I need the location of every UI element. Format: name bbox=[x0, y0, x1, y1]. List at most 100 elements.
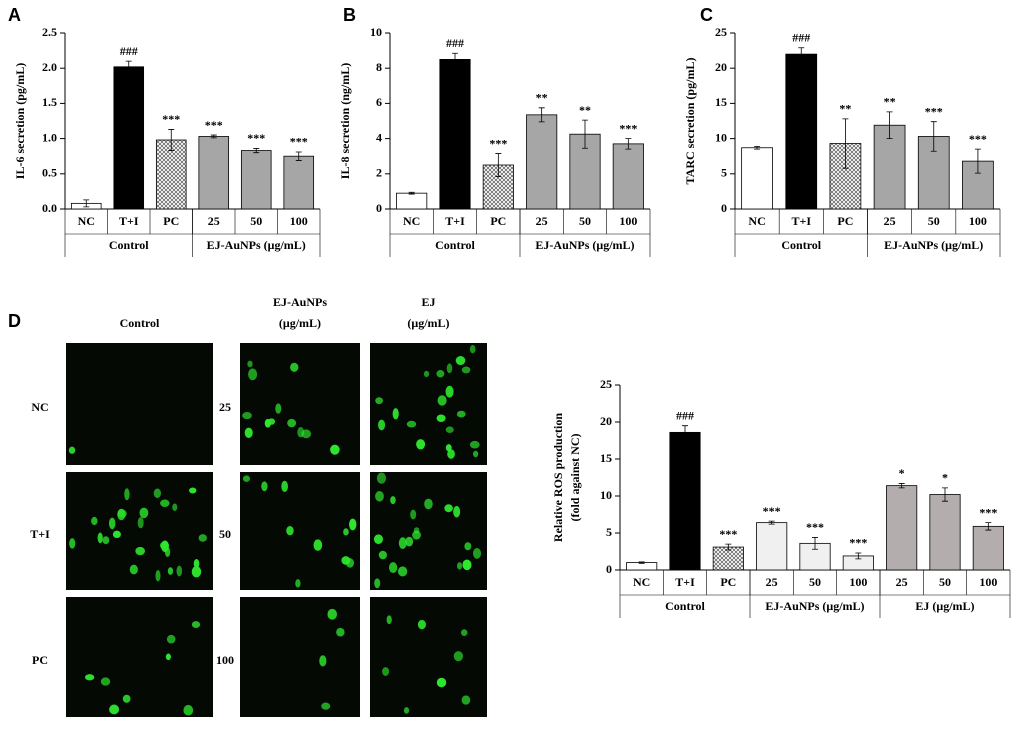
y-axis-label: Relative ROS production bbox=[551, 413, 565, 542]
cell bbox=[153, 488, 162, 499]
x-tick-label: 100 bbox=[979, 575, 997, 589]
x-tick-label: NC bbox=[633, 575, 650, 589]
fluorescence-image bbox=[370, 472, 487, 590]
cell bbox=[412, 530, 421, 540]
x-tick-label: 50 bbox=[250, 214, 262, 228]
error-bar bbox=[842, 118, 849, 169]
cell bbox=[97, 532, 103, 544]
bar bbox=[873, 124, 906, 210]
error-bar bbox=[812, 537, 818, 550]
cell bbox=[388, 562, 398, 574]
cell bbox=[100, 677, 111, 686]
column-header: (μg/mL) bbox=[407, 316, 449, 330]
x-tick-label: T+I bbox=[445, 214, 465, 228]
group-label: EJ (μg/mL) bbox=[915, 599, 974, 613]
error-bar bbox=[625, 138, 632, 150]
fluorescence-image bbox=[66, 597, 213, 717]
bar bbox=[396, 192, 428, 210]
y-axis-label: (fold against NC) bbox=[568, 433, 582, 521]
y-tick-label: 5 bbox=[721, 166, 727, 180]
significance-label: *** bbox=[763, 504, 781, 518]
significance-label: *** bbox=[205, 118, 223, 132]
cell bbox=[102, 536, 110, 545]
cell bbox=[290, 362, 299, 372]
y-axis-label: IL-6 secretion (pg/mL) bbox=[13, 63, 27, 179]
cell bbox=[375, 491, 384, 502]
significance-label: *** bbox=[619, 121, 637, 135]
cell bbox=[330, 444, 340, 455]
bar bbox=[756, 522, 788, 571]
significance-label: *** bbox=[247, 131, 265, 145]
panel-label: C bbox=[700, 5, 713, 25]
cell bbox=[469, 440, 480, 449]
cell bbox=[453, 651, 464, 662]
error-bar bbox=[168, 129, 175, 151]
cell bbox=[287, 418, 297, 428]
error-bar bbox=[725, 543, 732, 551]
cell bbox=[463, 559, 470, 569]
cell bbox=[343, 528, 349, 536]
bar bbox=[569, 133, 601, 210]
cell bbox=[91, 516, 98, 526]
x-tick-label: PC bbox=[490, 214, 506, 228]
x-tick-label: PC bbox=[163, 214, 179, 228]
group-label: Control bbox=[781, 238, 821, 252]
cell bbox=[374, 578, 381, 589]
y-axis-label: IL-8 secretion (ng/mL) bbox=[338, 63, 352, 179]
cell bbox=[392, 408, 399, 420]
cell bbox=[172, 503, 178, 511]
row-label: NC bbox=[31, 400, 48, 414]
cell bbox=[319, 655, 327, 667]
cell bbox=[336, 627, 345, 637]
significance-label: *** bbox=[849, 536, 867, 550]
y-tick-label: 0 bbox=[606, 562, 612, 576]
x-tick-label: 50 bbox=[939, 575, 951, 589]
cell bbox=[264, 418, 271, 428]
cell bbox=[424, 498, 433, 510]
column-header: EJ bbox=[421, 295, 435, 309]
x-tick-label: 50 bbox=[928, 214, 940, 228]
significance-label: * bbox=[942, 471, 948, 485]
x-tick-label: 25 bbox=[536, 214, 548, 228]
cell bbox=[375, 397, 384, 405]
cell bbox=[191, 621, 201, 628]
y-tick-label: 8 bbox=[376, 60, 382, 74]
significance-label: *** bbox=[719, 527, 737, 541]
row-label: 100 bbox=[216, 653, 234, 667]
group-label: EJ-AuNPs (μg/mL) bbox=[207, 238, 306, 252]
x-tick-label: T+I bbox=[791, 214, 811, 228]
significance-label: ### bbox=[792, 31, 810, 45]
x-tick-label: 100 bbox=[849, 575, 867, 589]
significance-label: ### bbox=[120, 44, 138, 58]
bar bbox=[612, 143, 644, 210]
cell bbox=[183, 704, 194, 716]
cell bbox=[444, 504, 453, 513]
cell bbox=[247, 360, 253, 368]
error-bar bbox=[253, 148, 260, 154]
cell bbox=[406, 420, 417, 428]
x-tick-label: NC bbox=[403, 214, 420, 228]
cell bbox=[321, 702, 331, 710]
x-tick-label: 50 bbox=[809, 575, 821, 589]
cell bbox=[84, 674, 95, 681]
cell bbox=[386, 615, 392, 625]
error-bar bbox=[974, 148, 981, 174]
bar bbox=[785, 53, 818, 210]
fluorescence-image bbox=[240, 343, 360, 465]
x-tick-label: NC bbox=[78, 214, 95, 228]
cell bbox=[109, 704, 120, 715]
significance-label: ### bbox=[446, 36, 464, 50]
y-axis-label: TARC secretion (pg/mL) bbox=[683, 58, 697, 185]
significance-label: ** bbox=[884, 95, 896, 109]
y-tick-label: 10 bbox=[600, 488, 612, 502]
error-bar bbox=[930, 121, 937, 152]
error-bar bbox=[295, 151, 302, 161]
cell bbox=[117, 508, 126, 521]
bar bbox=[929, 494, 961, 571]
fluorescence-image bbox=[66, 472, 213, 590]
cell bbox=[167, 567, 174, 575]
row-label: 25 bbox=[219, 400, 231, 414]
fluorescence-image bbox=[370, 343, 487, 465]
error-bar bbox=[125, 60, 132, 73]
cell bbox=[155, 570, 161, 582]
